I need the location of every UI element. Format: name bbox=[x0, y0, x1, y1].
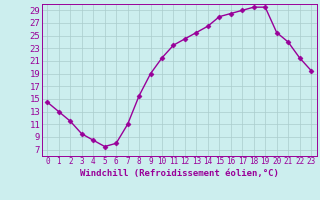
X-axis label: Windchill (Refroidissement éolien,°C): Windchill (Refroidissement éolien,°C) bbox=[80, 169, 279, 178]
